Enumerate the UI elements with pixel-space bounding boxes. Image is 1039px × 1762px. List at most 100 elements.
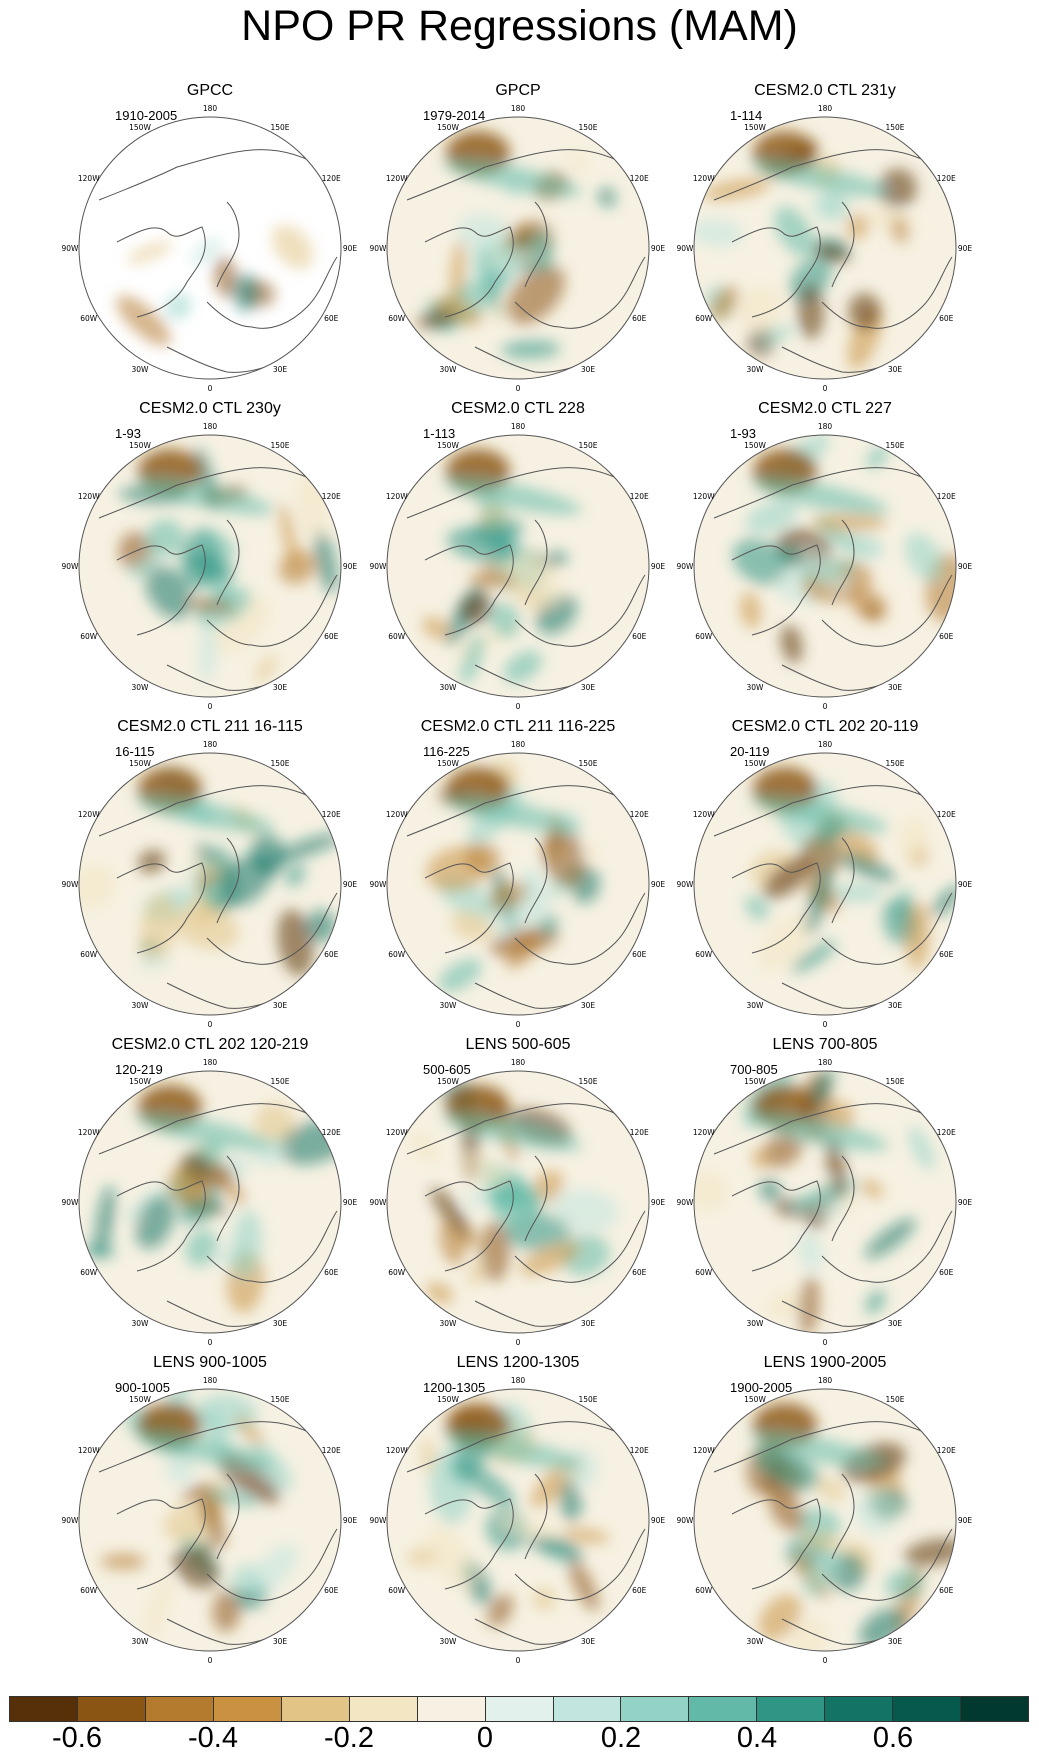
- longitude-label: 120E: [937, 1446, 956, 1455]
- longitude-label: 120W: [78, 1446, 100, 1455]
- longitude-label: 30E: [273, 1637, 288, 1646]
- longitude-label: 60E: [939, 314, 954, 323]
- panel-year-range: 1910-2005: [115, 108, 178, 123]
- longitude-label: 30W: [132, 365, 150, 374]
- colorbar-box: [757, 1697, 826, 1721]
- longitude-label: 120W: [693, 1128, 715, 1137]
- longitude-label: 120W: [386, 492, 408, 501]
- longitude-label: 90W: [62, 562, 80, 571]
- longitude-label: 120E: [322, 492, 341, 501]
- longitude-label: 150E: [578, 123, 597, 132]
- panel-year-range: 1900-2005: [730, 1380, 793, 1395]
- longitude-label: 150W: [437, 759, 459, 768]
- longitude-label: 120E: [322, 810, 341, 819]
- longitude-label: 120E: [322, 1128, 341, 1137]
- longitude-label: 150E: [578, 1395, 597, 1404]
- longitude-label: 150W: [437, 123, 459, 132]
- longitude-label: 60W: [80, 1586, 98, 1595]
- longitude-label: 180: [511, 1058, 526, 1067]
- longitude-label: 120W: [386, 174, 408, 183]
- longitude-label: 30E: [273, 365, 288, 374]
- coastlines: [98, 149, 338, 373]
- longitude-label: 120E: [630, 810, 649, 819]
- longitude-label: 30E: [888, 683, 903, 692]
- longitude-label: 180: [511, 422, 526, 431]
- longitude-label: 60E: [324, 1586, 339, 1595]
- longitude-label: 30E: [581, 683, 596, 692]
- map-panel: 180 150E 120E 90E 60E 30E 0 30W 60W 90W 120W 150W CE…: [37, 718, 383, 1036]
- longitude-label: 30E: [888, 1637, 903, 1646]
- longitude-label: 90E: [343, 880, 358, 889]
- longitude-label: 120W: [693, 1446, 715, 1455]
- longitude-label: 0: [208, 1338, 213, 1347]
- longitude-label: 90W: [677, 1198, 695, 1207]
- panel-title: LENS 1900-2005: [763, 1354, 887, 1371]
- longitude-label: 30E: [273, 1001, 288, 1010]
- longitude-label: 180: [203, 1058, 218, 1067]
- longitude-label: 120E: [937, 174, 956, 183]
- longitude-label: 30W: [132, 1637, 150, 1646]
- longitude-label: 0: [823, 1338, 828, 1347]
- coastlines: [713, 467, 953, 691]
- longitude-label: 150W: [437, 1077, 459, 1086]
- panel-title: LENS 700-805: [772, 1036, 878, 1053]
- polar-map: 180 150E 120E 90E 60E 30E 0 30W 60W 90W 120W 150W: [370, 1376, 666, 1665]
- longitude-label: 120E: [937, 492, 956, 501]
- colorbar-box: [417, 1697, 486, 1721]
- map-panel: 180 150E 120E 90E 60E 30E 0 30W 60W 90W 120W 150W CE…: [345, 400, 691, 718]
- colorbar-box: [77, 1697, 146, 1721]
- longitude-label: 90E: [958, 562, 973, 571]
- longitude-label: 60E: [939, 1586, 954, 1595]
- polar-map: 180 150E 120E 90E 60E 30E 0 30W 60W 90W 120W 150W: [370, 104, 666, 393]
- longitude-label: 90W: [62, 1198, 80, 1207]
- longitude-label: 30W: [440, 683, 458, 692]
- longitude-label: 150W: [437, 441, 459, 450]
- longitude-label: 90W: [370, 880, 388, 889]
- colorbar: [9, 1696, 1029, 1722]
- longitude-label: 90W: [370, 244, 388, 253]
- longitude-label: 60E: [324, 950, 339, 959]
- colorbar-box: [621, 1697, 690, 1721]
- longitude-label: 90E: [343, 1198, 358, 1207]
- longitude-label: 60E: [632, 950, 647, 959]
- polar-map: 180 150E 120E 90E 60E 30E 0 30W 60W 90W 120W 150W: [370, 1058, 666, 1347]
- longitude-label: 150W: [437, 1395, 459, 1404]
- longitude-label: 30W: [747, 1637, 765, 1646]
- longitude-label: 120E: [630, 1446, 649, 1455]
- polar-map: 180 150E 120E 90E 60E 30E 0 30W 60W 90W 120W 150W: [677, 104, 973, 393]
- longitude-label: 30W: [747, 1001, 765, 1010]
- colorbar-box: [485, 1697, 554, 1721]
- longitude-label: 120E: [322, 1446, 341, 1455]
- longitude-label: 150E: [270, 123, 289, 132]
- longitude-label: 120E: [630, 492, 649, 501]
- map-panel: 180 150E 120E 90E 60E 30E 0 30W 60W 90W 120W 150W LE…: [345, 1036, 691, 1354]
- panel-year-range: 1-113: [423, 426, 456, 441]
- colorbar-box: [10, 1697, 78, 1721]
- colorbar-box: [689, 1697, 758, 1721]
- longitude-label: 180: [818, 1058, 833, 1067]
- longitude-label: 60W: [388, 1268, 406, 1277]
- longitude-label: 90E: [651, 244, 666, 253]
- map-panel: 180 150E 120E 90E 60E 30E 0 30W 60W 90W 120W 150W LE…: [652, 1354, 998, 1672]
- longitude-label: 150E: [885, 441, 904, 450]
- longitude-label: 0: [823, 702, 828, 711]
- longitude-label: 30W: [747, 1319, 765, 1328]
- longitude-label: 90W: [62, 880, 80, 889]
- longitude-label: 150E: [270, 441, 289, 450]
- longitude-label: 150W: [744, 759, 766, 768]
- colorbar-box: [961, 1697, 1029, 1721]
- longitude-label: 0: [208, 702, 213, 711]
- longitude-label: 90E: [958, 880, 973, 889]
- longitude-label: 60W: [695, 1586, 713, 1595]
- colorbar-label: -0.6: [52, 1722, 102, 1754]
- longitude-label: 0: [823, 384, 828, 393]
- longitude-label: 60E: [939, 950, 954, 959]
- longitude-label: 120W: [78, 492, 100, 501]
- longitude-label: 180: [511, 1376, 526, 1385]
- panel-title: CESM2.0 CTL 202 20-119: [731, 718, 919, 735]
- map-panel: 180 150E 120E 90E 60E 30E 0 30W 60W 90W 120W 150W CE…: [652, 718, 998, 1036]
- colorbar-box: [553, 1697, 622, 1721]
- longitude-label: 150W: [129, 123, 151, 132]
- longitude-label: 0: [823, 1020, 828, 1029]
- longitude-label: 120E: [937, 810, 956, 819]
